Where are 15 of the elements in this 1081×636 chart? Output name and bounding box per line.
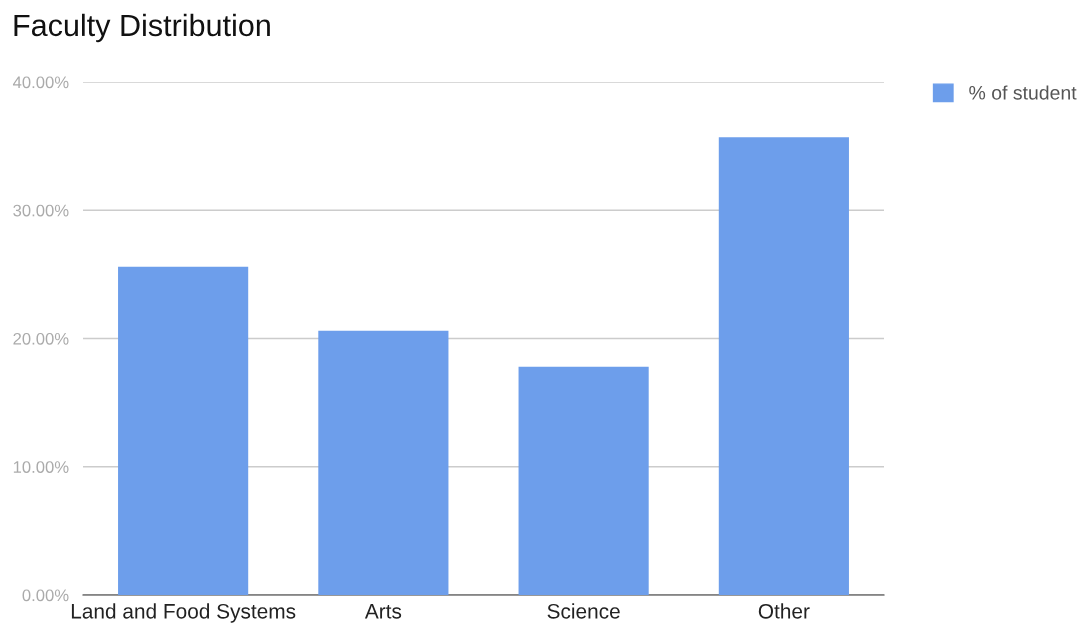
y-tick-label: 10.00%	[13, 461, 69, 473]
chart-title: Faculty Distribution	[14, 13, 270, 43]
bar	[118, 266, 249, 595]
legend-label: % of student	[969, 85, 1077, 100]
x-tick-label: Science	[547, 603, 620, 619]
y-tick-label: 0.00%	[22, 589, 69, 602]
bar	[518, 366, 649, 595]
x-tick-label: Other	[758, 603, 810, 619]
y-tick-label: 20.00%	[13, 332, 69, 345]
y-tick-label: 30.00%	[13, 204, 69, 217]
y-tick-label: 40.00%	[12, 76, 69, 89]
x-tick-label: Land and Food Systems	[71, 603, 296, 623]
x-tick-label: Arts	[364, 604, 402, 619]
bar	[318, 330, 449, 595]
bar	[718, 137, 849, 595]
